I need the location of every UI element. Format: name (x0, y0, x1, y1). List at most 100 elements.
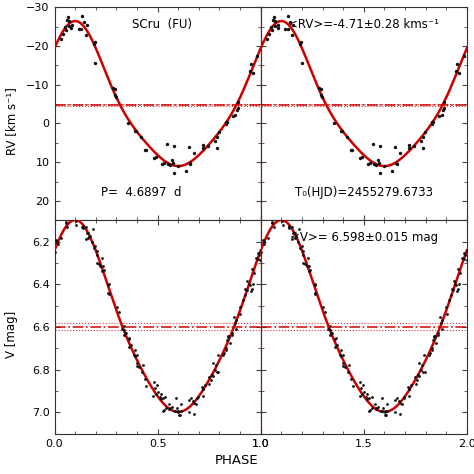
Point (411, 373, 419, 381)
Point (85, 229, 92, 237)
Point (228, 329, 236, 337)
Point (437, 319, 445, 327)
Point (427, 349, 434, 357)
Point (223, 336, 231, 344)
Point (419, 361, 426, 369)
Point (362, 393, 370, 401)
Point (435, 112, 443, 120)
Point (405, 386, 412, 393)
Point (150, 378, 157, 386)
Point (170, 143, 178, 150)
Point (166, 161, 174, 169)
Point (247, 288, 255, 295)
Point (296, 244, 304, 252)
Point (319, 303, 327, 311)
Point (447, 292, 455, 299)
Point (173, 394, 180, 402)
Point (381, 408, 388, 415)
Point (133, 362, 140, 370)
Point (405, 385, 413, 393)
Point (91, 38, 99, 46)
Point (448, 285, 456, 292)
Point (343, 133, 351, 140)
Point (288, 235, 296, 242)
Point (162, 404, 170, 411)
Point (242, 285, 249, 292)
Point (185, 143, 193, 151)
Point (392, 159, 400, 166)
Point (337, 353, 345, 360)
Point (328, 330, 336, 337)
Point (143, 146, 150, 154)
Point (315, 84, 323, 92)
Point (260, 240, 268, 247)
Point (413, 376, 421, 383)
Point (359, 382, 367, 389)
Point (64, 13, 72, 21)
Point (194, 394, 201, 401)
Point (100, 266, 108, 274)
Point (99, 268, 106, 275)
Point (298, 59, 305, 67)
Point (120, 322, 128, 329)
Point (439, 106, 447, 113)
Point (79, 223, 86, 231)
Point (430, 333, 438, 341)
Point (241, 292, 248, 299)
Point (363, 395, 371, 403)
Point (205, 373, 213, 381)
Point (419, 144, 427, 152)
Point (358, 154, 366, 161)
Point (363, 391, 371, 398)
Point (174, 162, 182, 170)
Point (445, 296, 453, 304)
Point (273, 213, 281, 221)
Point (374, 156, 382, 164)
Point (400, 393, 408, 401)
Point (311, 281, 319, 289)
Point (463, 256, 470, 264)
Point (59, 30, 66, 38)
Point (291, 229, 299, 237)
Point (383, 401, 391, 408)
Point (375, 159, 383, 167)
Point (421, 128, 429, 136)
Point (234, 104, 241, 112)
Point (111, 85, 119, 92)
Point (298, 38, 305, 46)
Point (162, 394, 169, 401)
Point (341, 363, 349, 371)
Point (298, 242, 305, 250)
Point (419, 368, 427, 375)
Point (331, 119, 338, 127)
Point (125, 343, 133, 351)
Point (383, 407, 391, 415)
Point (331, 335, 339, 343)
Point (97, 263, 104, 270)
Point (405, 141, 413, 149)
Point (267, 23, 275, 30)
Point (254, 249, 262, 257)
Point (58, 234, 65, 241)
Point (442, 303, 450, 310)
Point (72, 217, 80, 225)
Point (292, 232, 300, 240)
Point (368, 394, 375, 401)
Point (455, 265, 462, 273)
Point (88, 238, 96, 246)
Point (169, 159, 177, 167)
Point (211, 137, 219, 145)
Point (120, 326, 128, 334)
Point (173, 404, 181, 411)
Point (233, 106, 240, 113)
Point (295, 226, 303, 233)
Point (274, 216, 282, 223)
Point (93, 259, 101, 266)
Point (257, 248, 265, 255)
Point (213, 144, 220, 152)
Point (356, 155, 364, 162)
Point (299, 251, 307, 259)
Point (98, 255, 105, 262)
Point (264, 234, 272, 241)
Point (174, 407, 182, 415)
